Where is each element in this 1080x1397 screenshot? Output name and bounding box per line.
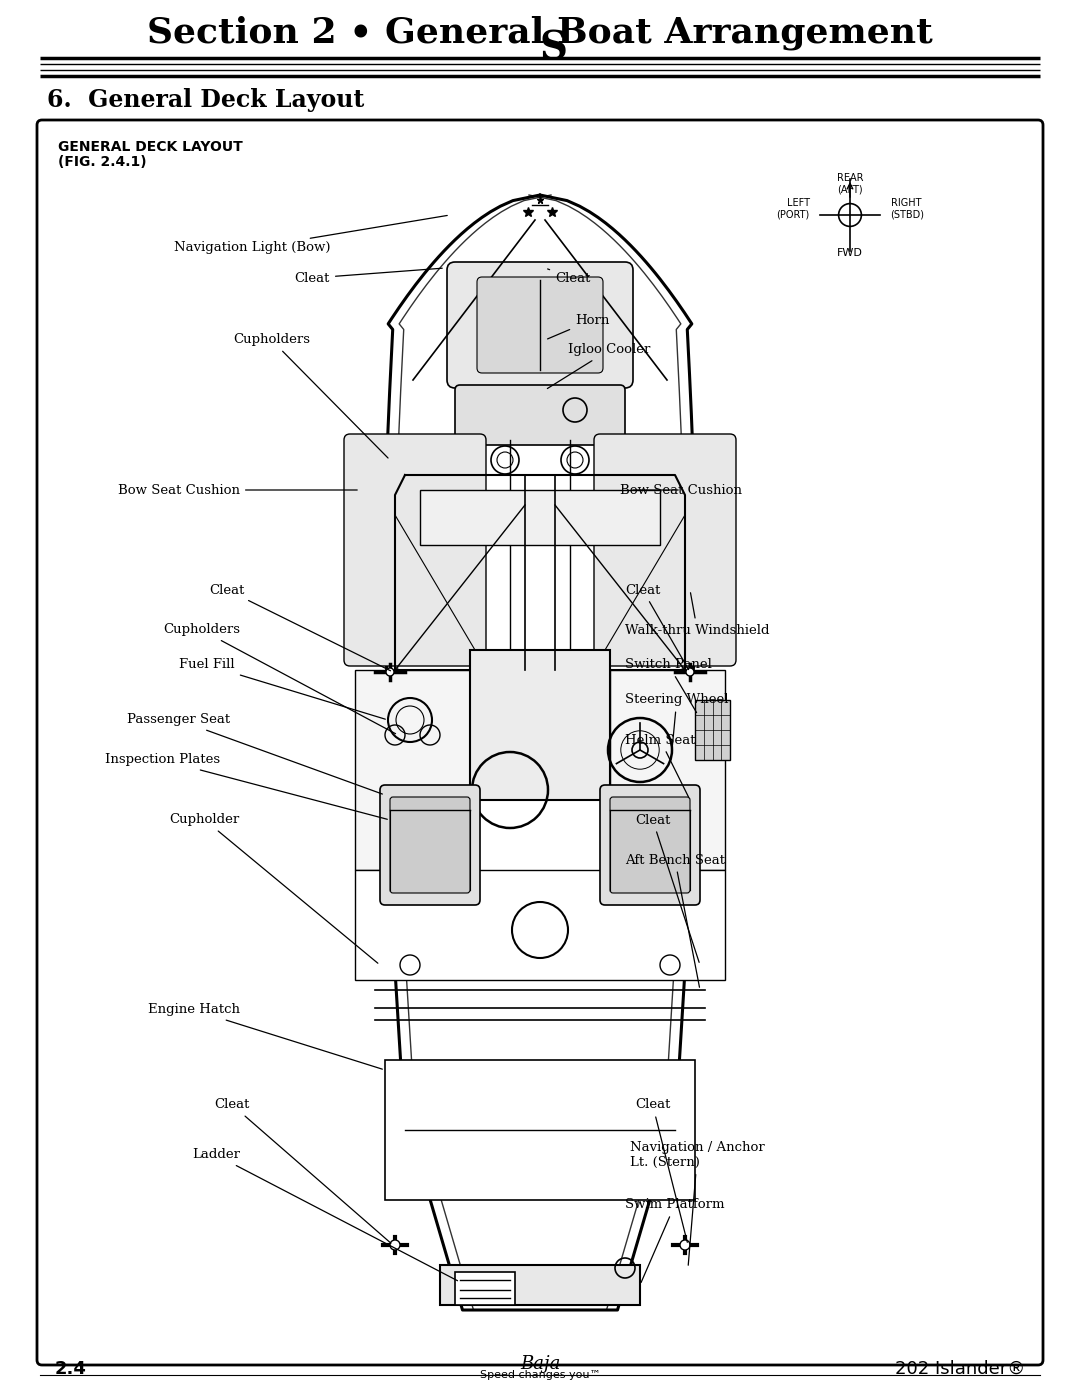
Text: Bow Seat Cushion: Bow Seat Cushion [620, 483, 742, 496]
Text: Swim Platform: Swim Platform [625, 1199, 725, 1282]
Text: Cleat: Cleat [215, 1098, 391, 1243]
Text: Cleat: Cleat [635, 1098, 687, 1242]
FancyBboxPatch shape [447, 263, 633, 388]
Text: S: S [540, 29, 568, 68]
Text: Cupholders: Cupholders [233, 334, 388, 458]
Text: Inspection Plates: Inspection Plates [105, 753, 388, 819]
Text: 2.4: 2.4 [55, 1361, 86, 1377]
FancyBboxPatch shape [345, 434, 486, 666]
Bar [470, 650, 610, 800]
FancyBboxPatch shape [594, 434, 735, 666]
Text: RIGHT
(STBD): RIGHT (STBD) [891, 198, 924, 219]
Bar [440, 1266, 640, 1305]
Bar [384, 1060, 696, 1200]
Bar [696, 700, 730, 760]
Bar [610, 671, 725, 870]
Bar [355, 870, 725, 981]
Circle shape [686, 668, 694, 676]
FancyBboxPatch shape [600, 785, 700, 905]
Text: Bow Seat Cushion: Bow Seat Cushion [118, 483, 357, 496]
Text: (FIG. 2.4.1): (FIG. 2.4.1) [58, 155, 147, 169]
Text: Aft Bench Seat: Aft Bench Seat [625, 854, 725, 988]
Text: Ladder: Ladder [192, 1148, 458, 1281]
Text: Cleat: Cleat [210, 584, 391, 671]
Text: Horn: Horn [548, 313, 609, 339]
Circle shape [386, 668, 394, 676]
FancyBboxPatch shape [477, 277, 603, 373]
Text: Fuel Fill: Fuel Fill [179, 658, 386, 719]
Text: 202 Islander®: 202 Islander® [894, 1361, 1025, 1377]
Text: Cleat: Cleat [635, 813, 699, 963]
Text: Section 2 • General Boat Arrangement: Section 2 • General Boat Arrangement [147, 15, 933, 49]
Text: Switch Panel: Switch Panel [625, 658, 712, 712]
Text: GENERAL DECK LAYOUT: GENERAL DECK LAYOUT [58, 140, 243, 154]
Text: Navigation Light (Bow): Navigation Light (Bow) [174, 215, 447, 254]
Text: Speed changes you™: Speed changes you™ [480, 1370, 600, 1380]
Text: Passenger Seat: Passenger Seat [126, 714, 382, 793]
Text: Steering Wheel: Steering Wheel [625, 693, 729, 747]
Circle shape [390, 1241, 400, 1250]
Text: 6.  General Deck Layout: 6. General Deck Layout [48, 88, 364, 112]
FancyBboxPatch shape [37, 120, 1043, 1365]
Text: REAR
(AFT): REAR (AFT) [837, 173, 863, 194]
Text: LEFT
(PORT): LEFT (PORT) [777, 198, 810, 219]
Bar [355, 671, 470, 870]
Bar [455, 1273, 515, 1305]
Text: Walk-thru Windshield: Walk-thru Windshield [625, 592, 769, 637]
Text: Cleat: Cleat [295, 268, 442, 285]
Text: Cleat: Cleat [625, 584, 689, 669]
FancyBboxPatch shape [380, 785, 480, 905]
Text: Cupholder: Cupholder [170, 813, 378, 963]
Text: Helm Seat: Helm Seat [625, 733, 696, 798]
Circle shape [680, 1241, 690, 1250]
Text: FWD: FWD [837, 249, 863, 258]
FancyBboxPatch shape [455, 386, 625, 446]
FancyBboxPatch shape [610, 798, 690, 893]
Text: Cleat: Cleat [548, 270, 591, 285]
Text: Igloo Cooler: Igloo Cooler [548, 344, 650, 388]
Text: Baja: Baja [519, 1355, 561, 1373]
Text: Navigation / Anchor
Lt. (Stern): Navigation / Anchor Lt. (Stern) [630, 1141, 765, 1266]
FancyBboxPatch shape [390, 798, 470, 893]
Text: Cupholders: Cupholders [163, 623, 395, 733]
Bar [420, 490, 660, 545]
Text: Engine Hatch: Engine Hatch [148, 1003, 382, 1069]
